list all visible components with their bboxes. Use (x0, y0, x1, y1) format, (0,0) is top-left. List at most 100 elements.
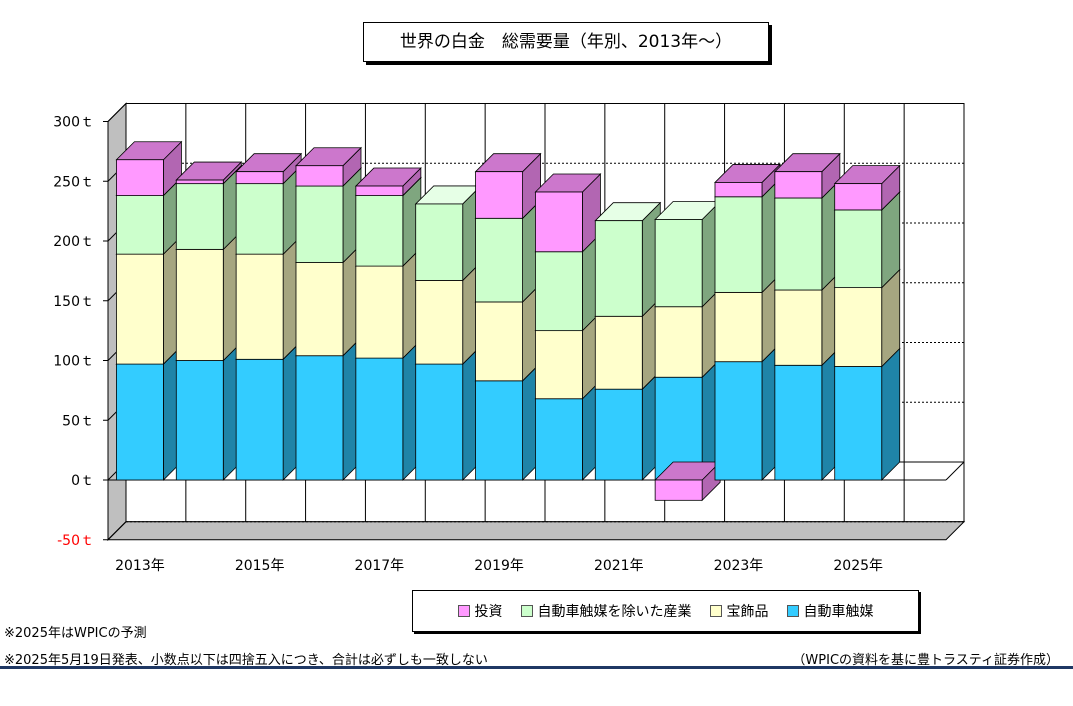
bar-宝飾品-2024年 (774, 289, 823, 366)
bar-投資-2013年 (116, 159, 164, 196)
legend-item: 自動車触媒 (786, 601, 874, 621)
bar-group-2014年 (175, 161, 243, 481)
bar-投資-2025年 (834, 183, 883, 211)
bar-自動車触媒を除いた産業-2025年 (834, 209, 883, 289)
chart-floor (106, 521, 966, 541)
stacked-bar-chart: 300ｔ 250ｔ 200ｔ 150ｔ 100ｔ 50ｔ 0ｔ -50ｔ 2013年 2015年… (53, 102, 966, 574)
bar-自動車触媒を除いた産業-2024年 (774, 197, 823, 291)
bar-group-2021年 (594, 201, 662, 481)
bar-group-2015年 (235, 152, 303, 481)
x-tick-label: 2015年 (235, 558, 285, 574)
bar-投資-2022年 (654, 479, 703, 501)
bar-宝飾品-2021年 (594, 315, 643, 390)
bar-自動車触媒-2014年 (175, 360, 224, 481)
bar-自動車触媒-2013年 (116, 363, 164, 481)
bar-group-2017年 (354, 167, 422, 481)
bar-宝飾品-2016年 (295, 262, 344, 357)
y-tick-label: 300ｔ (53, 115, 94, 131)
bar-自動車触媒-2016年 (295, 355, 344, 481)
bar-自動車触媒を除いた産業-2020年 (535, 251, 583, 332)
legend-item: 投資 (457, 601, 503, 621)
bar-自動車触媒-2017年 (355, 357, 404, 481)
bar-投資-2014年 (175, 179, 224, 185)
bar-group-2023年 (714, 163, 781, 481)
bar-group-2024年 (773, 152, 841, 481)
y-tick-label: 100ｔ (53, 354, 94, 370)
bar-宝飾品-2015年 (235, 253, 284, 360)
bar-自動車触媒を除いた産業-2014年 (175, 183, 224, 250)
bar-自動車触媒-2015年 (235, 358, 284, 481)
bar-投資-2016年 (295, 165, 344, 187)
y-tick-label: 0ｔ (71, 473, 94, 489)
bar-宝飾品-2019年 (475, 301, 523, 382)
bar-group-2019年 (474, 152, 542, 481)
bar-自動車触媒-2020年 (535, 398, 583, 481)
legend-label: 自動車触媒を除いた産業 (537, 604, 692, 620)
bar-宝飾品-2023年 (714, 291, 763, 363)
bar-宝飾品-2020年 (535, 330, 583, 400)
legend-swatch (786, 605, 799, 617)
bar-group-2022年 (654, 200, 722, 502)
y-tick-label: 50ｔ (62, 413, 94, 429)
bar-投資-2020年 (535, 191, 583, 253)
bar-自動車触媒-2023年 (714, 361, 763, 481)
bar-自動車触媒を除いた産業-2017年 (355, 195, 404, 267)
chart-legend: 投資 自動車触媒を除いた産業 宝飾品 自動車触媒 (412, 590, 919, 632)
bar-自動車触媒-2024年 (774, 364, 823, 481)
y-tick-label: -50ｔ (57, 533, 94, 549)
bar-自動車触媒を除いた産業-2021年 (594, 220, 643, 317)
bar-自動車触媒-2018年 (415, 363, 464, 481)
x-tick-label: 2025年 (833, 558, 883, 574)
bar-自動車触媒-2025年 (834, 366, 883, 481)
bar-宝飾品-2013年 (116, 253, 164, 365)
bar-宝飾品-2017年 (355, 265, 404, 359)
bar-自動車触媒-2021年 (594, 388, 643, 481)
bar-自動車触媒を除いた産業-2022年 (654, 219, 703, 308)
legend-swatch (709, 605, 722, 617)
bar-group-2018年 (414, 184, 482, 481)
bar-投資-2015年 (235, 171, 284, 185)
y-tick-label: 200ｔ (53, 234, 94, 250)
bar-group-2016年 (295, 146, 362, 481)
footer-divider (0, 666, 1073, 669)
bar-投資-2024年 (774, 171, 823, 199)
legend-item: 自動車触媒を除いた産業 (520, 601, 692, 621)
note-release: ※2025年5月19日発表、小数点以下は四捨五入につき、合計は必ずしも一致しない (4, 653, 488, 668)
legend-item: 宝飾品 (709, 601, 769, 621)
bar-自動車触媒-2019年 (475, 380, 523, 481)
bar-group-2020年 (534, 173, 602, 481)
gridline-side (107, 521, 127, 541)
y-tick-label: 250ｔ (53, 174, 94, 190)
x-tick-label: 2019年 (474, 558, 524, 574)
bar-自動車触媒を除いた産業-2018年 (415, 203, 464, 281)
bar-group-2025年 (833, 164, 901, 481)
bar-side (881, 347, 901, 481)
bar-group-2013年 (115, 140, 183, 481)
bar-自動車触媒を除いた産業-2016年 (295, 185, 344, 263)
bar-自動車触媒を除いた産業-2023年 (714, 196, 763, 293)
bar-投資-2017年 (355, 185, 404, 196)
bar-宝飾品-2022年 (654, 306, 703, 378)
gridline-side (107, 103, 127, 122)
x-tick-label: 2017年 (355, 558, 405, 574)
source-credit: （WPICの資料を基に豊トラスティ証券作成） (792, 653, 1059, 668)
zero-axis-depth (945, 461, 965, 481)
bar-投資-2023年 (714, 182, 763, 198)
bar-自動車触媒を除いた産業-2015年 (235, 183, 284, 255)
legend-label: 自動車触媒 (803, 604, 874, 620)
x-tick-label: 2013年 (115, 558, 165, 574)
x-tick-label: 2021年 (594, 558, 644, 574)
legend-swatch (520, 605, 533, 617)
legend-label: 投資 (474, 604, 503, 620)
y-axis-ticks: 300ｔ 250ｔ 200ｔ 150ｔ 100ｔ 50ｔ 0ｔ -50ｔ (53, 115, 108, 549)
x-tick-label: 2023年 (714, 558, 764, 574)
chart-bars (115, 140, 901, 502)
chart-title: 世界の白金 総需要量（年別、2013年～） (363, 22, 769, 62)
y-tick-label: 150ｔ (53, 294, 94, 310)
bar-自動車触媒を除いた産業-2019年 (475, 217, 523, 303)
bar-宝飾品-2018年 (415, 280, 464, 365)
bar-自動車触媒を除いた産業-2013年 (116, 195, 164, 255)
legend-label: 宝飾品 (726, 604, 769, 620)
bar-宝飾品-2014年 (175, 248, 224, 361)
bar-宝飾品-2025年 (834, 287, 883, 367)
